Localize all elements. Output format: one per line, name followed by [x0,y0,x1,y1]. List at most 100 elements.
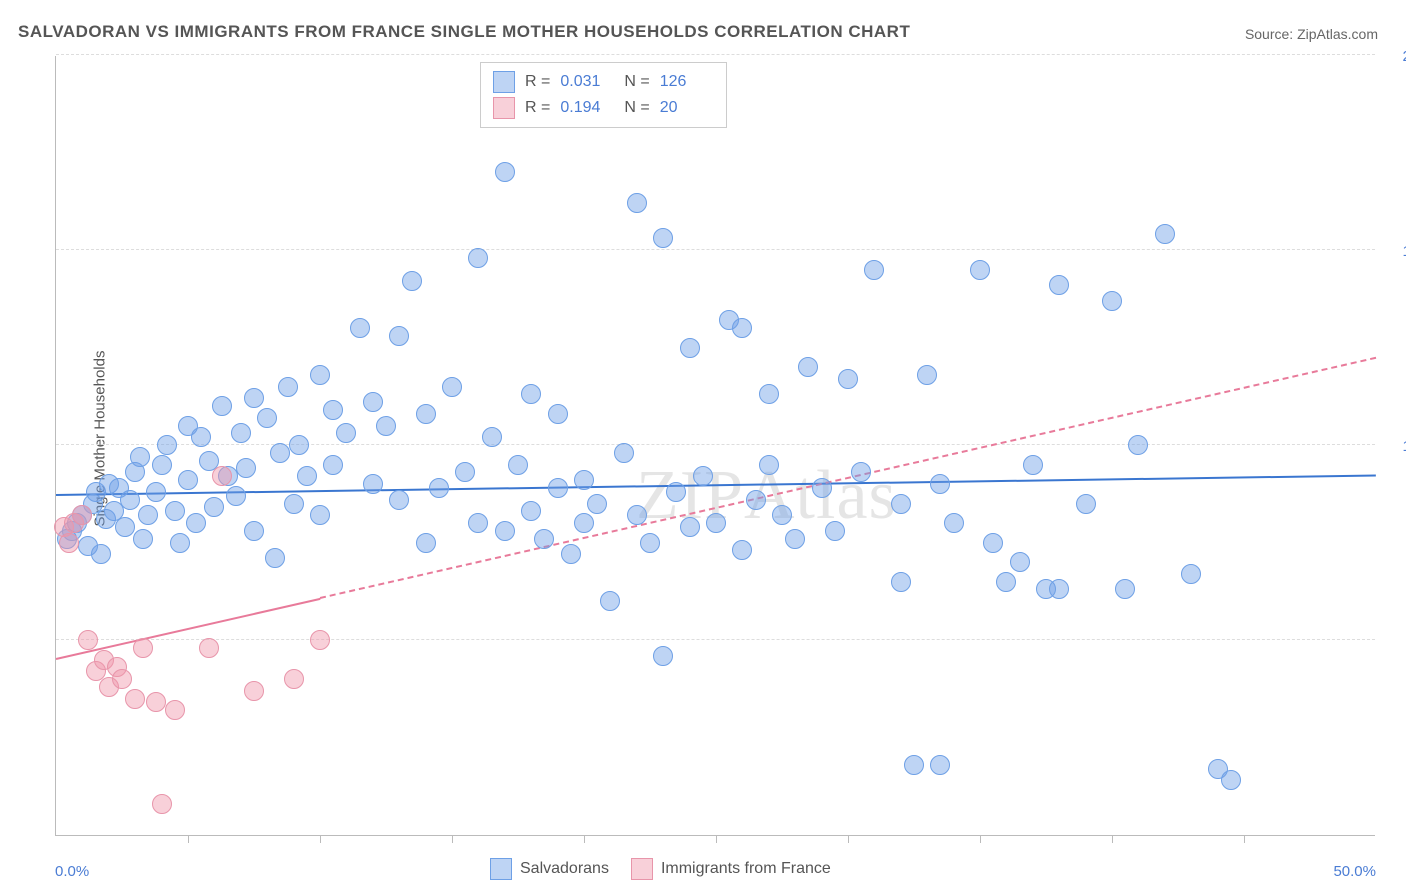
x-tick [584,835,585,843]
scatter-point [1049,275,1069,295]
scatter-point [72,505,92,525]
scatter-point [170,533,190,553]
scatter-point [78,630,98,650]
gridline-h [56,444,1375,445]
scatter-point [944,513,964,533]
scatter-point [204,497,224,517]
scatter-point [226,486,246,506]
scatter-point [323,455,343,475]
scatter-point [323,400,343,420]
x-tick [188,835,189,843]
scatter-point [930,474,950,494]
scatter-point [297,466,317,486]
legend-label-0: Salvadorans [520,860,609,878]
scatter-point [455,462,475,482]
scatter-point [257,408,277,428]
scatter-point [798,357,818,377]
y-tick-label: 20.0% [1402,48,1406,65]
scatter-point [680,338,700,358]
scatter-point [112,669,132,689]
scatter-point [350,318,370,338]
scatter-point [115,517,135,537]
scatter-point [574,470,594,490]
scatter-point [653,228,673,248]
scatter-point [495,521,515,541]
scatter-point [212,466,232,486]
scatter-point [1181,564,1201,584]
scatter-point [284,669,304,689]
scatter-point [864,260,884,280]
scatter-point [1221,770,1241,790]
gridline-h [56,54,1375,55]
scatter-point [746,490,766,510]
swatch-salvadorans [493,71,515,93]
legend-row-salvadorans: R = 0.031 N = 126 [493,69,714,95]
scatter-point [389,326,409,346]
scatter-point [548,404,568,424]
scatter-point [416,533,436,553]
scatter-point [310,630,330,650]
scatter-point [130,447,150,467]
scatter-point [1128,435,1148,455]
scatter-point [165,700,185,720]
scatter-point [278,377,298,397]
legend-label-1: Immigrants from France [661,860,831,878]
scatter-point [640,533,660,553]
scatter-point [666,482,686,502]
scatter-point [244,521,264,541]
scatter-point [120,490,140,510]
legend-item-france: Immigrants from France [631,858,831,880]
legend-correlation: R = 0.031 N = 126 R = 0.194 N = 20 [480,62,727,128]
x-tick [716,835,717,843]
x-tick [980,835,981,843]
x-axis-min-label: 0.0% [55,863,89,880]
scatter-point [1155,224,1175,244]
scatter-point [759,384,779,404]
legend-r-value-0: 0.031 [560,69,614,95]
scatter-point [534,529,554,549]
x-tick [848,835,849,843]
scatter-point [812,478,832,498]
scatter-point [152,455,172,475]
scatter-point [930,755,950,775]
scatter-point [614,443,634,463]
legend-n-label: N = [624,95,649,121]
scatter-point [825,521,845,541]
scatter-point [284,494,304,514]
scatter-point [891,494,911,514]
scatter-point [265,548,285,568]
scatter-point [336,423,356,443]
scatter-point [468,513,488,533]
scatter-point [429,478,449,498]
scatter-point [402,271,422,291]
scatter-point [416,404,436,424]
chart-title: SALVADORAN VS IMMIGRANTS FROM FRANCE SIN… [18,22,910,42]
y-tick-label: 15.0% [1402,243,1406,260]
scatter-point [133,529,153,549]
scatter-point [125,689,145,709]
legend-n-value-0: 126 [660,69,714,95]
y-tick-label: 10.0% [1402,438,1406,455]
scatter-point [289,435,309,455]
scatter-point [838,369,858,389]
scatter-point [983,533,1003,553]
legend-n-label: N = [624,69,649,95]
scatter-point [244,388,264,408]
scatter-point [199,638,219,658]
scatter-point [468,248,488,268]
trend-line [56,597,320,659]
scatter-point [851,462,871,482]
scatter-point [574,513,594,533]
scatter-point [138,505,158,525]
scatter-point [561,544,581,564]
scatter-point [548,478,568,498]
scatter-point [133,638,153,658]
scatter-point [587,494,607,514]
gridline-h [56,639,1375,640]
scatter-point [1102,291,1122,311]
scatter-point [482,427,502,447]
scatter-point [1036,579,1056,599]
scatter-point [186,513,206,533]
chart-container: SALVADORAN VS IMMIGRANTS FROM FRANCE SIN… [0,0,1406,892]
legend-row-france: R = 0.194 N = 20 [493,95,714,121]
